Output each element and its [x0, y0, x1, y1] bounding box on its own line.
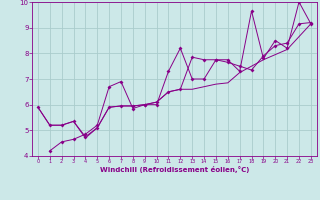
X-axis label: Windchill (Refroidissement éolien,°C): Windchill (Refroidissement éolien,°C): [100, 166, 249, 173]
